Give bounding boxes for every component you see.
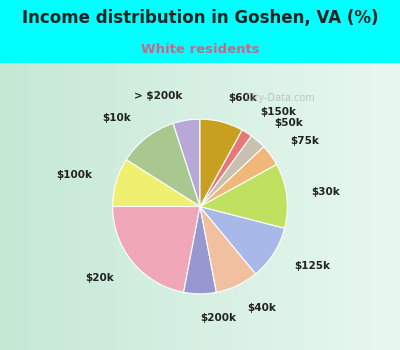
Text: > $200k: > $200k (134, 91, 182, 101)
Text: City-Data.com: City-Data.com (245, 93, 315, 103)
Wedge shape (126, 124, 200, 206)
Text: $125k: $125k (294, 261, 330, 271)
Text: $100k: $100k (57, 170, 93, 180)
Wedge shape (173, 119, 200, 206)
Wedge shape (200, 206, 285, 274)
Wedge shape (113, 160, 200, 206)
Text: $10k: $10k (103, 113, 132, 123)
Wedge shape (113, 206, 200, 292)
Text: $50k: $50k (274, 118, 303, 128)
Text: $40k: $40k (248, 303, 276, 313)
Text: $60k: $60k (228, 93, 256, 103)
Text: $75k: $75k (290, 136, 319, 146)
Text: Income distribution in Goshen, VA (%): Income distribution in Goshen, VA (%) (22, 9, 378, 27)
Text: White residents: White residents (141, 43, 259, 56)
Wedge shape (184, 206, 216, 294)
Wedge shape (200, 206, 256, 292)
Wedge shape (200, 130, 251, 206)
Wedge shape (200, 147, 276, 206)
Text: $150k: $150k (260, 107, 296, 117)
Wedge shape (200, 136, 264, 206)
Wedge shape (200, 119, 242, 206)
Text: $200k: $200k (200, 313, 236, 323)
Wedge shape (200, 164, 287, 228)
Text: $30k: $30k (311, 188, 340, 197)
Text: $20k: $20k (85, 273, 114, 283)
